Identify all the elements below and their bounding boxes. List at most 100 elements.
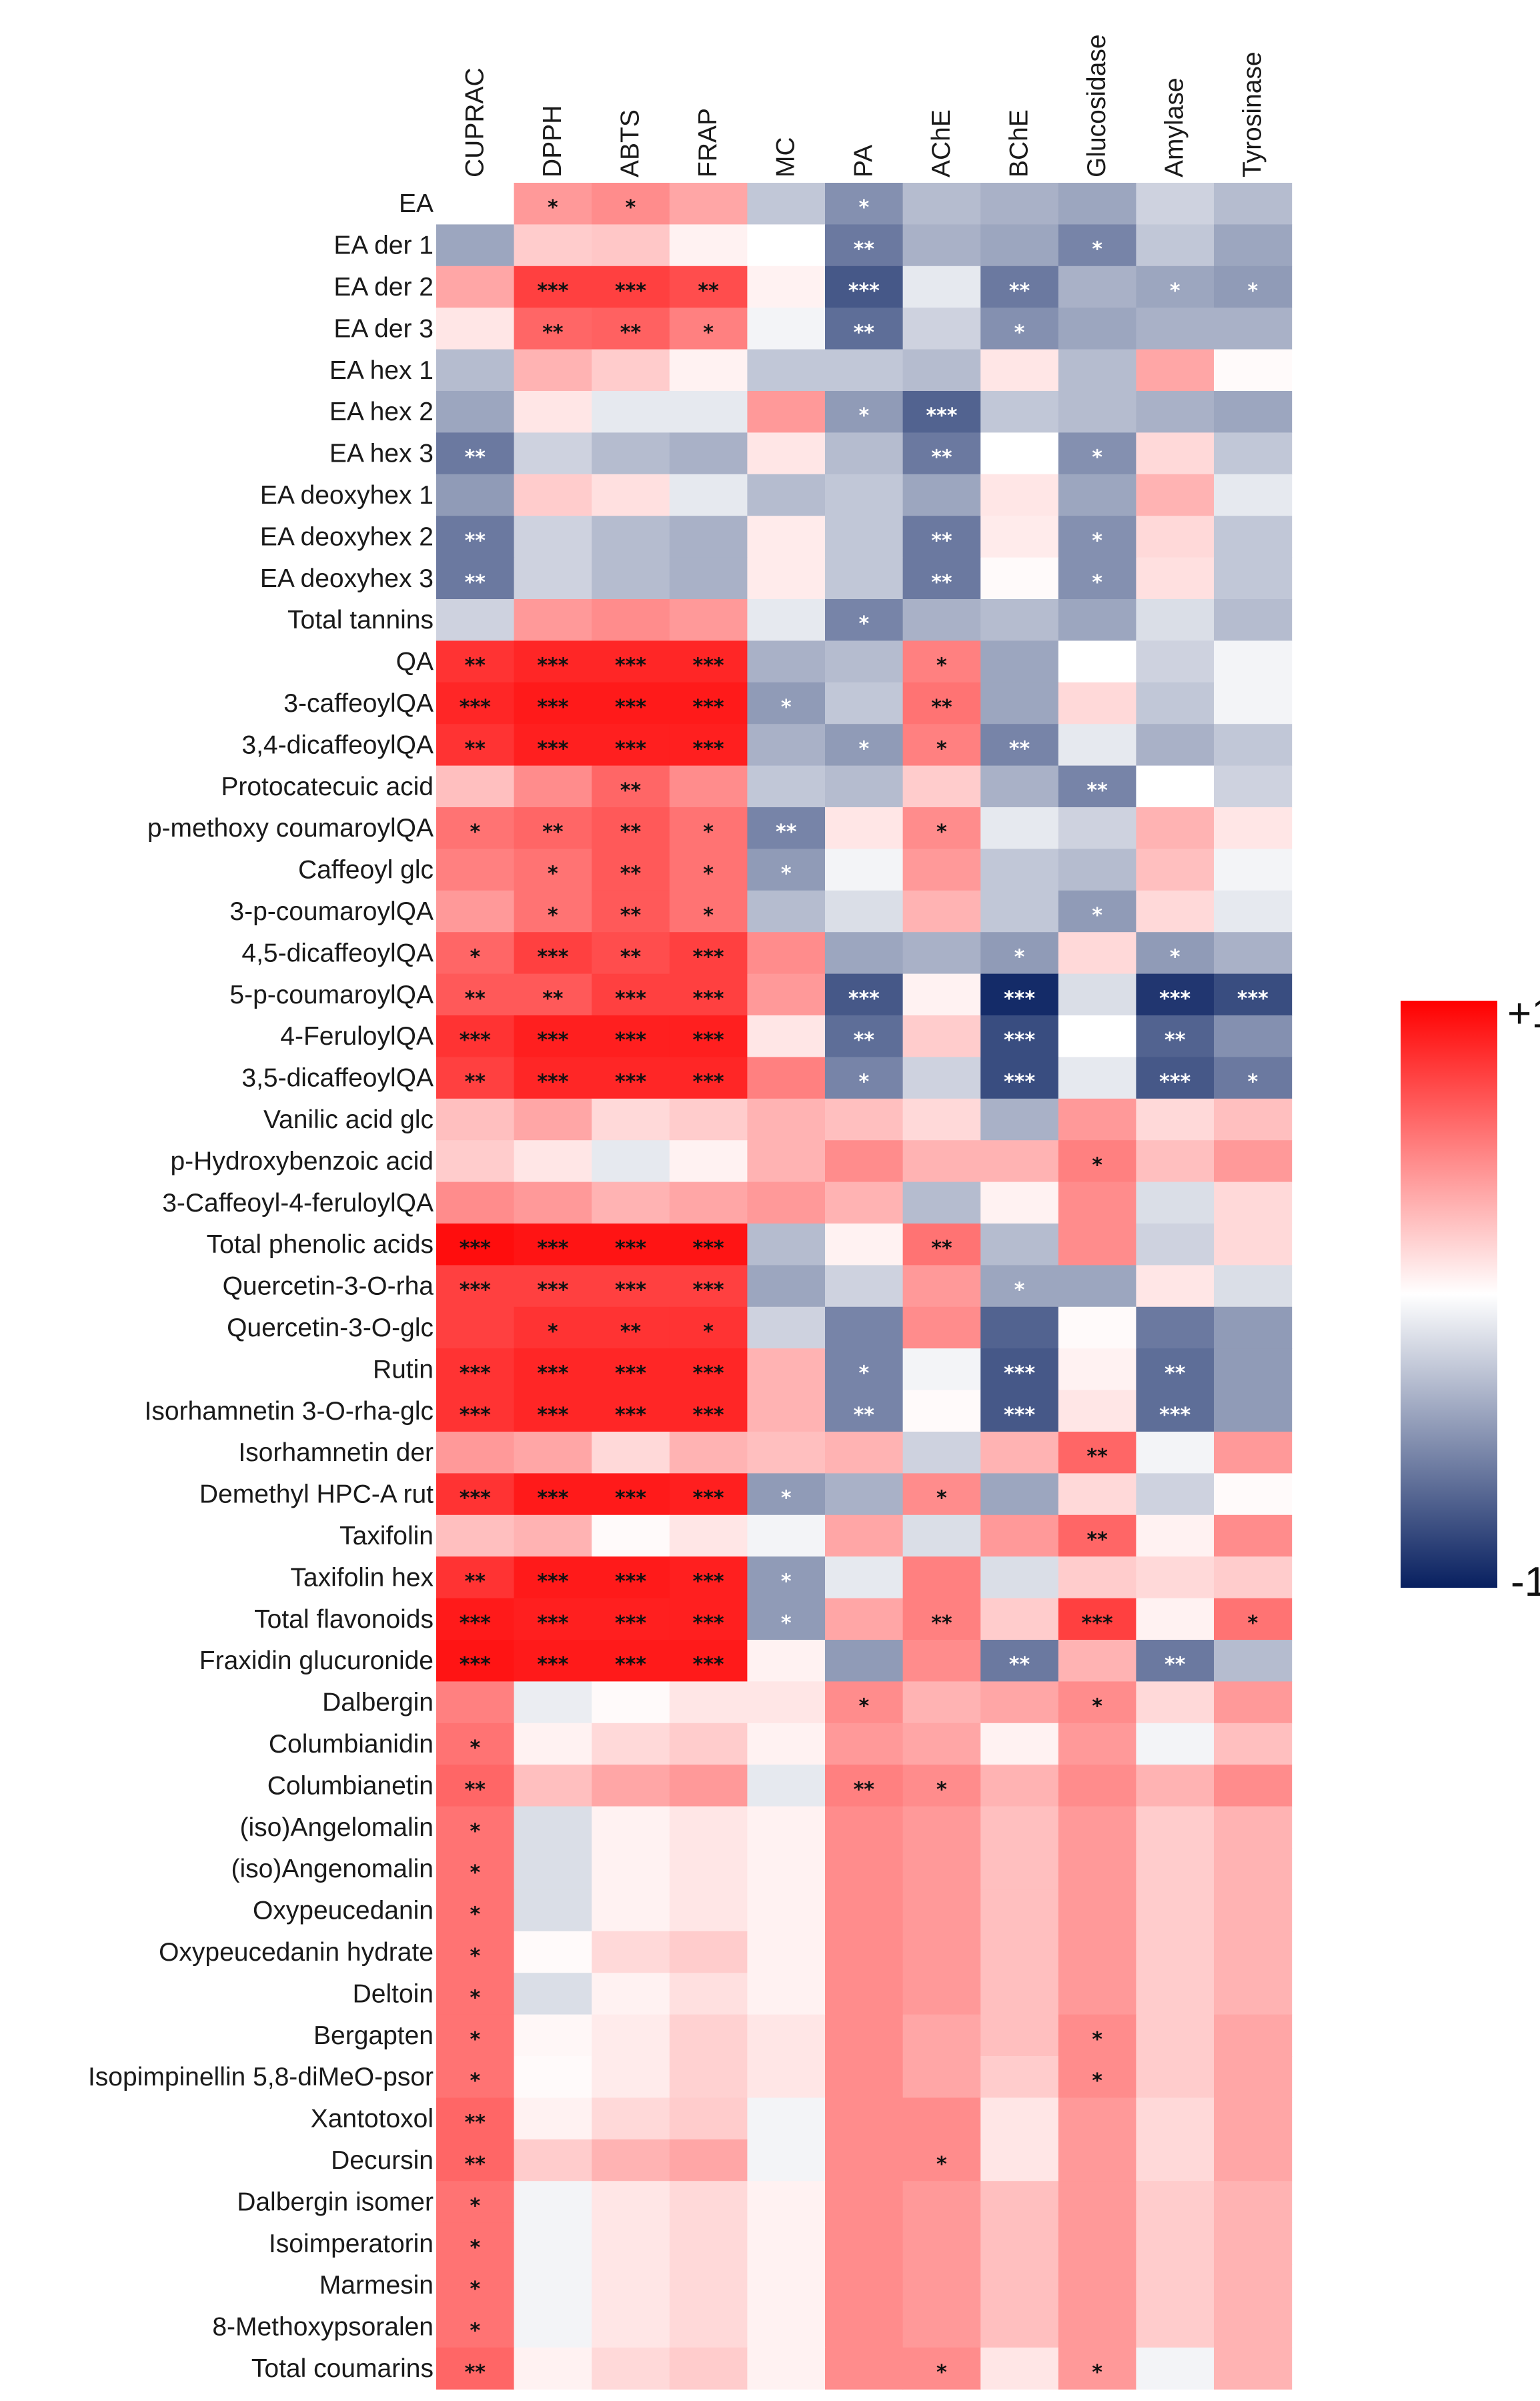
heatmap-cell: [436, 1140, 515, 1183]
heatmap-cell: [436, 932, 515, 975]
row-label-ea-der-2: EA der 2: [333, 273, 434, 302]
significance-mark: *: [936, 1778, 947, 1801]
heatmap-cell: [902, 1640, 981, 1682]
significance-mark: **: [1165, 1653, 1186, 1676]
heatmap-cell: [902, 1765, 981, 1807]
heatmap-cell: [1058, 516, 1136, 558]
heatmap-cell: [1058, 2056, 1136, 2098]
heatmap-cell: [592, 1640, 670, 1682]
heatmap-cell: [980, 1306, 1059, 1349]
heatmap-cell: [747, 516, 826, 558]
heatmap-cell: [1136, 932, 1215, 975]
heatmap-cell: [436, 1765, 515, 1807]
heatmap-cell: [825, 474, 904, 516]
heatmap-cell: [825, 1556, 904, 1599]
heatmap-cell: [825, 1931, 904, 1973]
heatmap-cell: [747, 682, 826, 725]
heatmap-cell: [1214, 640, 1293, 683]
heatmap-cell: [1136, 1973, 1215, 2015]
heatmap-cell: [436, 1098, 515, 1141]
heatmap-cell: [436, 349, 515, 392]
heatmap-cell: [669, 1057, 748, 1099]
significance-mark: **: [931, 1612, 952, 1635]
heatmap-cell: [902, 391, 981, 433]
heatmap-cell: [514, 1015, 592, 1057]
significance-mark: ***: [537, 280, 568, 303]
heatmap-cell: [669, 682, 748, 725]
heatmap-cell: [514, 1681, 592, 1724]
heatmap-cell: [902, 557, 981, 600]
significance-mark: *: [548, 904, 558, 927]
significance-mark: ***: [460, 1279, 491, 1302]
heatmap-cell: [592, 1848, 670, 1890]
heatmap-cell: [669, 557, 748, 600]
heatmap-cell: [980, 1265, 1059, 1308]
significance-mark: ***: [537, 1487, 568, 1510]
heatmap-cell: [592, 1514, 670, 1557]
significance-mark: ***: [615, 1237, 646, 1260]
heatmap-cell: [592, 932, 670, 975]
significance-mark: ***: [460, 1029, 491, 1052]
heatmap-cell: [1058, 1015, 1136, 1057]
heatmap-cell: [747, 1015, 826, 1057]
heatmap-cell: [747, 765, 826, 808]
row-label-fraxidin-glucuronide: Fraxidin glucuronide: [199, 1646, 434, 1675]
heatmap-cell: [1058, 2181, 1136, 2224]
heatmap-cell: [1058, 1265, 1136, 1308]
heatmap-cell: [1058, 2014, 1136, 2057]
heatmap-cell: [747, 2306, 826, 2348]
significance-mark: *: [1014, 1279, 1025, 1302]
heatmap-cell: [825, 432, 904, 475]
heatmap-cell: [592, 849, 670, 891]
heatmap-cell: [1136, 2222, 1215, 2265]
heatmap-cell: [592, 1390, 670, 1432]
significance-mark: *: [936, 1487, 947, 1510]
heatmap-cell: [1058, 1681, 1136, 1724]
heatmap-cell: [902, 1514, 981, 1557]
heatmap-cell: [669, 1848, 748, 1890]
heatmap-cell: [747, 1723, 826, 1765]
heatmap-cell: [592, 432, 670, 475]
heatmap-cell: [1058, 1224, 1136, 1266]
heatmap-cell: [592, 474, 670, 516]
significance-mark: *: [858, 1362, 869, 1385]
heatmap-cell: [1136, 2347, 1215, 2390]
heatmap-cell: [980, 1681, 1059, 1724]
heatmap-cell: [514, 2347, 592, 2390]
heatmap-cell: [436, 2181, 515, 2224]
heatmap-cell: [1136, 890, 1215, 933]
heatmap-cell: [980, 557, 1059, 600]
heatmap-cell: [747, 1514, 826, 1557]
heatmap-cell: [514, 2222, 592, 2265]
heatmap-cell: [1136, 2056, 1215, 2098]
heatmap-cell: [1058, 1140, 1136, 1183]
heatmap-cell: [980, 807, 1059, 849]
heatmap-cell: [1214, 1973, 1293, 2015]
heatmap-cell: [436, 765, 515, 808]
heatmap-cell: [825, 1973, 904, 2015]
heatmap-cell: [592, 349, 670, 392]
significance-mark: *: [470, 2028, 480, 2051]
significance-mark: ***: [615, 1653, 646, 1676]
heatmap-cell: [825, 1432, 904, 1474]
row-label-isorhamnetin-der: Isorhamnetin der: [238, 1438, 434, 1467]
heatmap-cell: [592, 1723, 670, 1765]
color-legend: +1 -1: [1401, 991, 1540, 1605]
heatmap-cell: [669, 224, 748, 267]
significance-mark: ***: [615, 737, 646, 761]
significance-mark: ***: [693, 1612, 724, 1635]
heatmap-cell: [592, 765, 670, 808]
heatmap-cell: [436, 557, 515, 600]
heatmap-cell: [436, 682, 515, 725]
heatmap-cell: [669, 516, 748, 558]
heatmap-cell: [1214, 2056, 1293, 2098]
heatmap-cell: [1058, 266, 1136, 308]
heatmap-cell: [980, 349, 1059, 392]
significance-mark: **: [1086, 1445, 1108, 1468]
row-label-3-4-dicaffeoylqa: 3,4-dicaffeoylQA: [241, 731, 434, 759]
heatmap-cell: [980, 391, 1059, 433]
heatmap-cell: [980, 890, 1059, 933]
heatmap-cell: [980, 932, 1059, 975]
significance-mark: ***: [615, 1487, 646, 1510]
heatmap-cell: [747, 183, 826, 225]
